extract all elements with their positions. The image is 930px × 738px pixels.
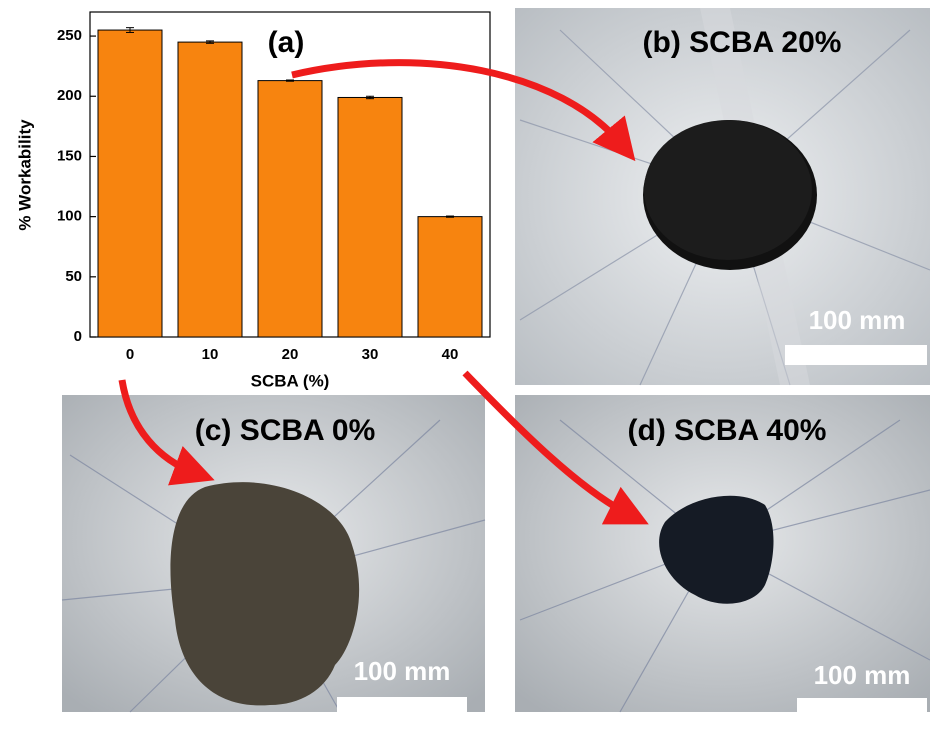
x-tick-label: 30	[362, 346, 379, 363]
y-tick-label: 0	[74, 328, 82, 345]
x-tick-label: 0	[126, 346, 134, 363]
scale-bar	[797, 698, 927, 717]
y-tick-label: 150	[57, 147, 82, 164]
x-tick-label: 10	[202, 346, 219, 363]
figure: (b) SCBA 20% 100 mm (c) SCBA 0% 100 mm (…	[0, 0, 930, 738]
x-axis-label: SCBA (%)	[251, 371, 330, 390]
panel-label: (c) SCBA 0%	[195, 414, 376, 447]
chart-title: (a)	[268, 26, 305, 59]
scale-label: 100 mm	[354, 656, 451, 686]
y-tick-label: 100	[57, 208, 82, 225]
bar-chart: (a) SCBA (%) % Workability 0501001502002…	[15, 12, 490, 390]
y-tick-label: 250	[57, 27, 82, 44]
photo-d: (d) SCBA 40% 100 mm	[515, 395, 930, 717]
bar	[418, 217, 482, 337]
scale-label: 100 mm	[809, 305, 906, 335]
x-tick-label: 40	[442, 346, 459, 363]
bar	[178, 42, 242, 337]
scale-label: 100 mm	[814, 660, 911, 690]
panel-label: (b) SCBA 20%	[643, 26, 842, 59]
scale-bar	[785, 345, 927, 365]
scale-bar	[337, 697, 467, 716]
photo-c: (c) SCBA 0% 100 mm	[62, 395, 485, 716]
panel-label: (d) SCBA 40%	[628, 414, 827, 447]
photo-b: (b) SCBA 20% 100 mm	[515, 8, 930, 385]
bar	[338, 97, 402, 337]
y-tick-label: 50	[65, 268, 82, 285]
y-axis-label: % Workability	[15, 119, 34, 231]
x-tick-label: 20	[282, 346, 299, 363]
bar	[258, 81, 322, 337]
bar	[98, 30, 162, 337]
y-tick-label: 200	[57, 87, 82, 104]
